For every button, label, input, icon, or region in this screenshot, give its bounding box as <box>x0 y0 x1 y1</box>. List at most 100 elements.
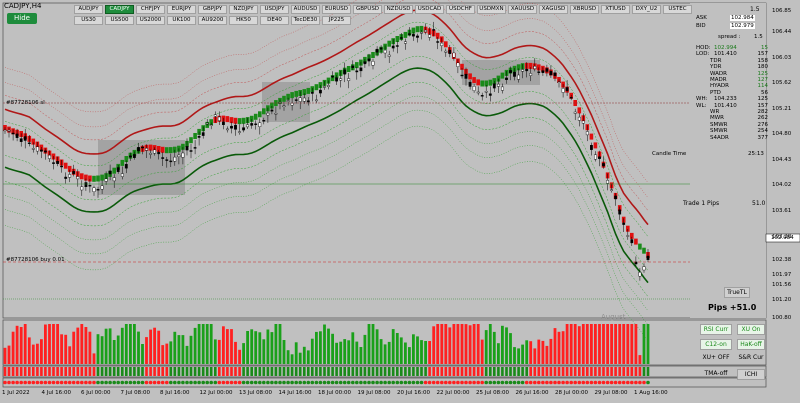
candle-body <box>31 148 35 150</box>
strip-bar <box>294 367 298 376</box>
trend-block <box>262 108 266 115</box>
histogram-bar <box>153 327 156 364</box>
symbol-button-usdjpy[interactable]: USDJPY <box>260 5 289 14</box>
trend-block <box>189 137 193 144</box>
symbol-button-jp225[interactable]: JP225 <box>322 16 351 25</box>
signal-dot <box>185 380 189 385</box>
histogram-bar <box>60 334 63 364</box>
signal-dot <box>160 380 165 385</box>
strip-bar <box>108 367 112 376</box>
strip-bar <box>323 367 326 376</box>
price-tick: 104.43 <box>772 157 792 163</box>
symbol-button-ustec[interactable]: USTEC <box>663 5 692 14</box>
symbol-button-uk100[interactable]: UK100 <box>167 16 196 25</box>
hide-button[interactable]: Hide <box>7 13 37 24</box>
symbol-button-xbrusd[interactable]: XBRUSD <box>570 5 599 14</box>
xu-on-button[interactable]: XU On <box>737 324 765 335</box>
strip-bar <box>116 367 120 376</box>
sr-cur-button[interactable]: S&R Cur <box>738 354 764 361</box>
trend-block <box>444 41 448 48</box>
order-label-buy[interactable]: #87728106 buy 0.01 <box>6 257 65 263</box>
symbol-button-xauusd[interactable]: XAUUSD <box>508 5 537 14</box>
symbol-button-nzdjpy[interactable]: NZDJPY <box>229 5 258 14</box>
ichi-button[interactable]: ICHI <box>737 369 765 380</box>
signal-dot <box>464 380 468 385</box>
symbol-button-tecde30[interactable]: TecDE30 <box>291 16 320 25</box>
strip-bar <box>622 367 625 376</box>
symbol-button-usdchf[interactable]: USDCHF <box>446 5 475 14</box>
xu-plus-off-button[interactable]: XU+ OFF <box>702 354 730 361</box>
trend-block <box>346 66 351 72</box>
symbol-button-hk50[interactable]: HK50 <box>229 16 258 25</box>
signal-dot <box>3 380 7 385</box>
symbol-button-chfjpy[interactable]: CHFJPY <box>136 5 165 14</box>
strip-bar <box>493 367 496 376</box>
trend-block <box>165 147 169 154</box>
order-label-top[interactable]: #87728106 sl <box>6 100 45 106</box>
candle-body <box>298 97 302 102</box>
symbol-button-cadjpy[interactable]: CADJPY <box>105 5 134 14</box>
trend-block <box>415 26 420 33</box>
trend-block <box>480 80 484 87</box>
trend-block <box>169 147 173 154</box>
candle-body <box>40 149 43 152</box>
trend-block <box>294 90 298 97</box>
strip-bar <box>238 367 241 376</box>
symbol-button-nzdusd[interactable]: NZDUSD <box>384 5 413 14</box>
histogram-bar <box>585 324 589 364</box>
symbol-button-us30[interactable]: US30 <box>74 16 103 25</box>
histogram-bar <box>452 324 456 364</box>
rsi-curr-button[interactable]: RSI Curr <box>700 324 732 335</box>
symbol-button-xagusd[interactable]: XAGUSD <box>539 5 568 14</box>
candle-body <box>537 71 541 73</box>
strip-bar <box>214 367 217 376</box>
symbol-button-gbpjpy[interactable]: GBPJPY <box>198 5 227 14</box>
candle-body <box>339 78 343 81</box>
truetl-button[interactable]: TrueTL <box>724 287 750 298</box>
symbol-button-dxy_u2[interactable]: DXY_U2 <box>632 5 661 14</box>
symbol-button-us500[interactable]: US500 <box>105 16 134 25</box>
histogram-bar <box>460 324 464 364</box>
candle-body <box>56 160 60 164</box>
tma-off-button[interactable]: TMA-off <box>704 370 728 377</box>
symbol-button-xtiusd[interactable]: XTIUSD <box>601 5 630 14</box>
signal-dot <box>440 380 444 385</box>
stat-row: MADR 127 <box>696 77 768 84</box>
strip-bar <box>32 367 35 376</box>
stat-label: WH: <box>696 96 708 103</box>
histogram-bar <box>84 327 88 364</box>
stat-pips: 114 <box>757 83 769 90</box>
symbol-button-usdmxn[interactable]: USDMXN <box>477 5 506 14</box>
symbol-button-au9200[interactable]: AU9200 <box>198 16 227 25</box>
strip-bar <box>606 367 609 376</box>
trend-block <box>626 225 630 232</box>
signal-dot <box>31 380 36 385</box>
signal-dot <box>492 380 497 385</box>
candle-body <box>480 95 484 97</box>
signal-dot <box>593 380 598 385</box>
strip-bar <box>258 367 262 376</box>
c12-on-button[interactable]: C12-on <box>700 339 732 350</box>
symbol-button-audusd[interactable]: AUDUSD <box>291 5 320 14</box>
symbol-button-eurusd[interactable]: EURUSD <box>322 5 351 14</box>
symbol-button-de40[interactable]: DE40 <box>260 16 289 25</box>
price-tick: 106.44 <box>772 29 792 35</box>
symbol-button-audjpy[interactable]: AUDJPY <box>74 5 103 14</box>
signal-dot <box>351 380 355 385</box>
histogram-bar <box>80 324 84 364</box>
symbol-button-us2000[interactable]: US2000 <box>136 16 165 25</box>
histogram-bar <box>145 337 148 364</box>
signal-dot <box>330 380 335 385</box>
stat-label: HOD: <box>696 45 711 51</box>
symbol-button-gbpusd[interactable]: GBPUSD <box>353 5 382 14</box>
symbol-button-usdcad[interactable]: USDCAD <box>415 5 444 14</box>
hak-off-button[interactable]: HaK-off <box>737 339 765 350</box>
symbol-button-eurjpy[interactable]: EURJPY <box>167 5 196 14</box>
histogram-bar <box>610 324 613 364</box>
histogram-bar <box>456 324 460 364</box>
trend-block <box>286 93 290 100</box>
histogram-bar <box>630 324 634 364</box>
candle-body <box>282 105 286 108</box>
